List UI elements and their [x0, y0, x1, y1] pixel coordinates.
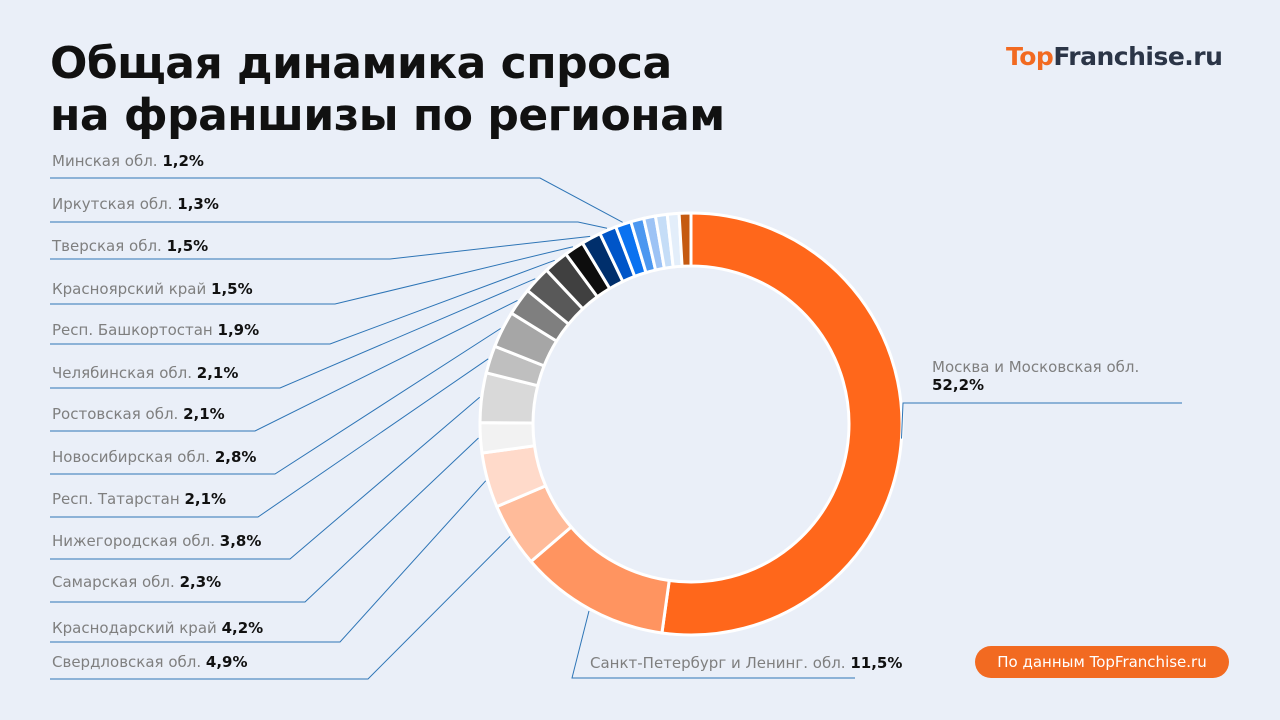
slice-label-name: Респ. Башкортостан: [52, 321, 213, 339]
topfranchise-logo: TopFranchise.ru: [1006, 42, 1223, 71]
slice-label-name: Красноярский край: [52, 280, 207, 298]
slice-label: Москва и Московская обл. 52,2%: [932, 358, 1139, 394]
slice-label-value: 2,8%: [214, 448, 257, 466]
slice-label: Краснодарский край 4,2%: [52, 619, 263, 637]
slice-label: Свердловская обл. 4,9%: [52, 653, 248, 671]
slice-label-value: 3,8%: [219, 532, 262, 550]
slice-label-value: 1,5%: [166, 237, 209, 255]
logo-part-2: Franchise.ru: [1053, 42, 1223, 71]
slice-label: Респ. Татарстан 2,1%: [52, 490, 226, 508]
leader-line: [50, 358, 489, 518]
slice-label: Иркутская обл. 1,3%: [52, 195, 219, 213]
donut-slice: [660, 211, 904, 637]
leader-line: [50, 177, 623, 223]
title-line-1: Общая динамика спроса: [50, 38, 672, 89]
slice-label-name: Иркутская обл.: [52, 195, 173, 213]
leader-line: [900, 402, 1182, 439]
slice-label-name: Челябинская обл.: [52, 364, 193, 382]
slice-label: Санкт-Петербург и Ленинг. обл. 11,5%: [590, 654, 902, 672]
donut-slice: [677, 211, 693, 268]
slice-label: Новосибирская обл. 2,8%: [52, 448, 256, 466]
slice-label-value: 4,2%: [221, 619, 264, 637]
leader-line: [50, 235, 591, 260]
slice-label: Респ. Башкортостан 1,9%: [52, 321, 259, 339]
slice-label: Минская обл. 1,2%: [52, 152, 204, 170]
leader-line: [50, 536, 511, 680]
slice-label-name: Респ. Татарстан: [52, 490, 180, 508]
title-line-2: на франшизы по регионам: [50, 90, 725, 141]
slice-label-name: Свердловская обл.: [52, 653, 202, 671]
slice-label: Самарская обл. 2,3%: [52, 573, 221, 591]
leader-line: [50, 278, 536, 389]
slice-label-value: 11,5%: [850, 654, 903, 672]
slice-label-name: Нижегородская обл.: [52, 532, 215, 550]
slice-label-name: Ростовская обл.: [52, 405, 179, 423]
slice-label-name: Самарская обл.: [52, 573, 175, 591]
leader-line: [50, 221, 608, 229]
slice-label-value: 2,1%: [196, 364, 239, 382]
slice-label: Красноярский край 1,5%: [52, 280, 253, 298]
slice-label-name: Новосибирская обл.: [52, 448, 211, 466]
source-badge[interactable]: По данным TopFranchise.ru: [975, 646, 1229, 678]
leader-line: [50, 299, 518, 432]
slice-label-name: Краснодарский край: [52, 619, 217, 637]
slice-label-value: 4,9%: [205, 653, 248, 671]
slice-label-value: 52,2%: [932, 376, 985, 394]
leader-line: [50, 259, 555, 345]
leader-line: [50, 396, 481, 560]
slice-label-name: Тверская обл.: [52, 237, 162, 255]
slice-label: Нижегородская обл. 3,8%: [52, 532, 261, 550]
slice-label-name: Санкт-Петербург и Ленинг. обл.: [590, 654, 846, 672]
slice-label: Тверская обл. 1,5%: [52, 237, 208, 255]
slice-label-name: Москва и Московская обл.: [932, 358, 1140, 376]
slice-label-value: 2,1%: [184, 490, 227, 508]
slice-label-value: 2,3%: [179, 573, 222, 591]
slice-label-name: Минская обл.: [52, 152, 158, 170]
leader-line: [571, 610, 855, 679]
chart-title: Общая динамика спроса на франшизы по рег…: [50, 38, 725, 142]
slice-label-value: 1,5%: [211, 280, 253, 298]
leader-line: [50, 480, 487, 643]
slice-label: Челябинская обл. 2,1%: [52, 364, 238, 382]
slice-label-value: 1,9%: [217, 321, 260, 339]
slice-label-value: 2,1%: [183, 405, 225, 423]
slice-label-value: 1,2%: [162, 152, 204, 170]
slice-label-value: 1,3%: [177, 195, 219, 213]
leader-line: [50, 437, 479, 603]
leader-line: [50, 328, 501, 475]
logo-part-1: Top: [1006, 42, 1054, 71]
slice-label: Ростовская обл. 2,1%: [52, 405, 225, 423]
leader-line: [50, 246, 574, 305]
